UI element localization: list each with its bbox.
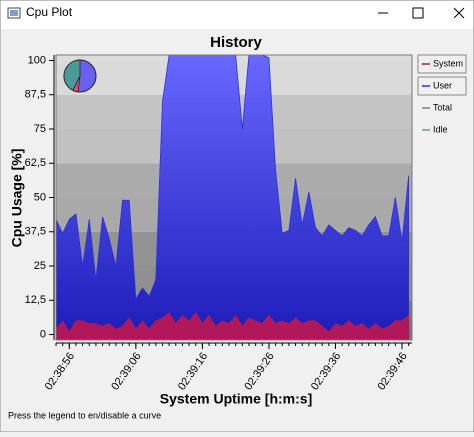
y-tick-label: 75 — [34, 123, 46, 135]
maximize-button[interactable] — [412, 7, 424, 19]
window-title: Cpu Plot — [26, 5, 73, 19]
y-axis-title: Cpu Usage [%] — [9, 149, 25, 248]
y-tick-label: 100 — [28, 54, 46, 66]
legend-item-frame[interactable] — [417, 54, 467, 74]
y-tick-label: 50 — [34, 191, 46, 203]
legend-label[interactable]: Total — [433, 102, 452, 112]
y-tick-label: 87,5 — [25, 89, 46, 101]
y-tick-label: 0 — [40, 328, 46, 340]
title-bar — [1, 1, 473, 29]
series-area — [56, 311, 410, 340]
x-axis-title: System Uptime [h:m:s] — [160, 391, 312, 407]
series-area — [56, 55, 410, 340]
legend-label[interactable]: User — [433, 80, 452, 90]
close-button[interactable] — [453, 7, 465, 19]
pie-indicator — [63, 59, 97, 93]
status-text: Press the legend to en/disable a curve — [8, 410, 161, 420]
chart-title: History — [210, 34, 262, 51]
y-tick-label: 12,5 — [25, 294, 46, 306]
legend-label[interactable]: Idle — [433, 124, 448, 134]
app-icon — [7, 7, 21, 19]
legend: System User Total Idle — [417, 54, 467, 134]
legend-item-frame[interactable] — [417, 76, 467, 96]
canvas-frame — [55, 54, 413, 341]
legend-label[interactable]: System — [433, 58, 463, 68]
y-tick-label: 25 — [34, 260, 46, 272]
y-tick-label: 37,5 — [25, 226, 46, 238]
y-tick-label: 62,5 — [25, 157, 46, 169]
plot-area — [56, 55, 410, 340]
